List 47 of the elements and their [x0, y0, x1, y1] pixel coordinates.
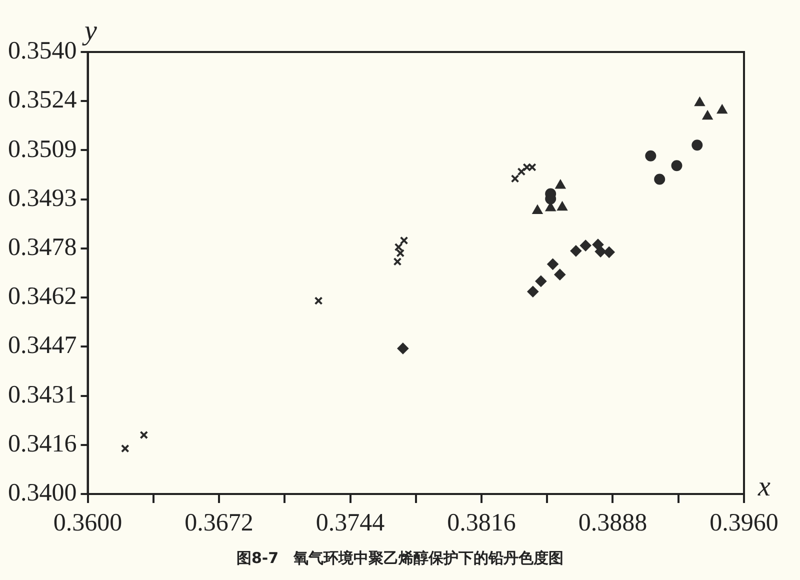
- point: [400, 236, 408, 245]
- point: [120, 444, 130, 453]
- point: [510, 174, 520, 183]
- point: [604, 246, 615, 258]
- point: [580, 240, 592, 252]
- x-tick-label: 0.3600: [53, 510, 122, 537]
- point: [556, 180, 566, 189]
- point: [527, 286, 538, 298]
- x-tick-label: 0.3672: [184, 510, 254, 537]
- point: [671, 160, 682, 172]
- point: [547, 258, 558, 270]
- point: [314, 296, 323, 305]
- y-tick-label: 0.3416: [8, 430, 77, 458]
- y-tick-label: 0.3524: [8, 86, 78, 114]
- x-tick-label: 0.3816: [447, 510, 516, 537]
- point: [645, 150, 656, 162]
- y-tick-label: 0.3478: [8, 234, 77, 261]
- point: [654, 174, 666, 185]
- point: [554, 269, 566, 280]
- point: [517, 167, 526, 176]
- y-tick-label: 0.3509: [8, 136, 77, 163]
- y-tick-label: 0.3400: [8, 480, 77, 507]
- x-axis-title: x: [757, 471, 771, 502]
- point: [397, 342, 408, 354]
- y-tick-label: 0.3540: [8, 38, 77, 65]
- point: [595, 246, 606, 258]
- point: [570, 245, 582, 256]
- point: [692, 140, 703, 151]
- x-tick-label: 0.3960: [710, 510, 778, 537]
- y-tick-label: 0.3462: [8, 283, 77, 310]
- point: [694, 97, 705, 106]
- point: [592, 239, 604, 250]
- point: [528, 163, 536, 172]
- y-tick-label: 0.3493: [8, 184, 77, 212]
- point: [522, 163, 532, 172]
- y-tick-label: 0.3447: [8, 332, 77, 360]
- point: [702, 110, 712, 120]
- point: [717, 104, 728, 114]
- point: [535, 276, 546, 287]
- x-tick-label: 0.3744: [316, 510, 386, 537]
- point: [140, 430, 148, 440]
- point: [532, 205, 542, 214]
- point: [557, 202, 568, 211]
- x-tick-label: 0.3888: [578, 510, 648, 537]
- y-axis-title: y: [82, 15, 98, 46]
- y-tick-label: 0.3431: [8, 381, 77, 408]
- caption: 图8-7 氧气环境中聚乙烯醇保护下的铅丹色度图: [235, 549, 565, 568]
